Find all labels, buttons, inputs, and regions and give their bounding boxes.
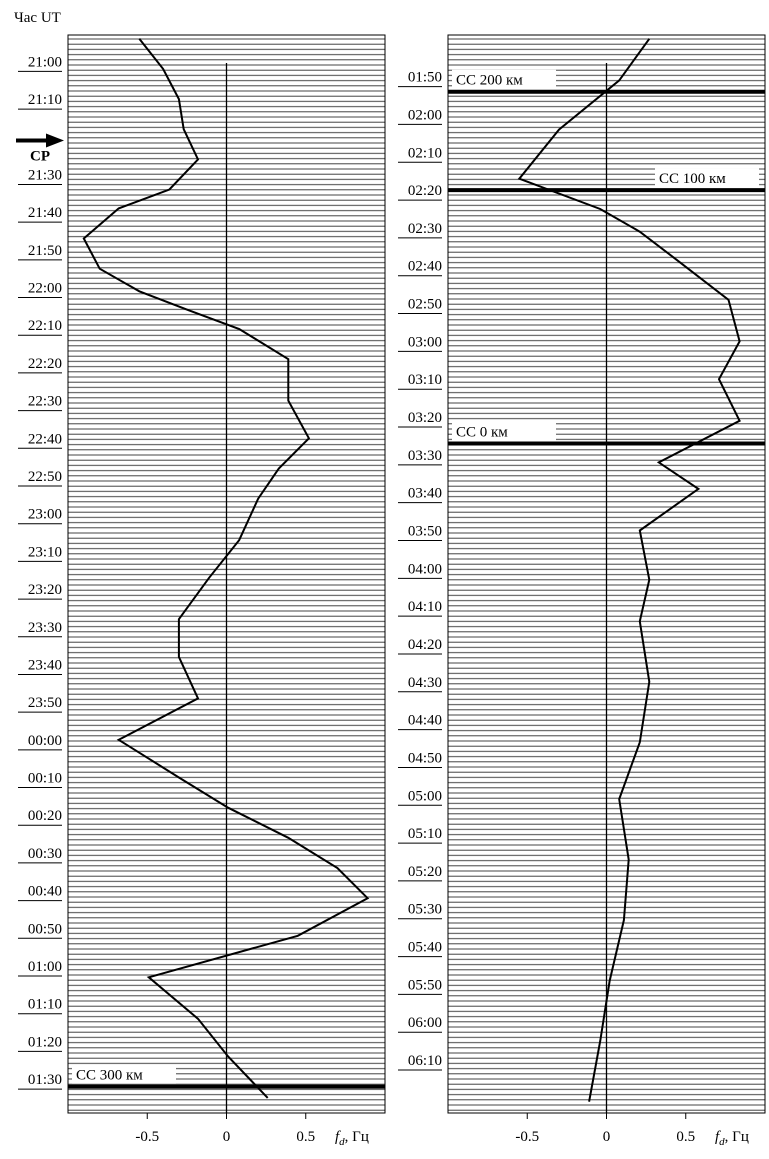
y-tick-label: 00:00: [28, 733, 62, 749]
arrow-label: CP: [30, 149, 50, 165]
y-tick-label: 05:00: [408, 788, 442, 804]
y-tick-label: 04:00: [408, 561, 442, 577]
y-tick-label: 06:10: [408, 1053, 442, 1069]
y-tick-label: 01:10: [28, 997, 62, 1013]
y-tick-label: 23:20: [28, 582, 62, 598]
x-axis-label: fd, Гц: [715, 1129, 749, 1148]
y-tick-label: 05:30: [408, 902, 442, 918]
marker-label: CC 300 км: [76, 1068, 143, 1084]
y-tick-label: 00:10: [28, 771, 62, 787]
marker-label: CC 200 км: [456, 73, 523, 89]
y-tick-label: 04:50: [408, 750, 442, 766]
marker-label: CC 0 км: [456, 425, 508, 441]
doppler-peak-trace: [82, 38, 370, 1099]
y-tick-label: 23:50: [28, 695, 62, 711]
x-tick-label: 0.5: [676, 1129, 695, 1145]
y-tick-label: 22:00: [28, 281, 62, 297]
y-tick-label: 05:20: [408, 864, 442, 880]
y-tick-label: 23:40: [28, 657, 62, 673]
y-tick-label: 00:20: [28, 808, 62, 824]
y-tick-label: 02:50: [408, 297, 442, 313]
x-axis-label: fd, Гц: [335, 1129, 369, 1148]
y-tick-label: 21:30: [28, 167, 62, 183]
y-tick-label: 03:00: [408, 334, 442, 350]
marker-label-box: [452, 69, 556, 89]
y-tick-label: 04:30: [408, 675, 442, 691]
y-tick-label: 22:10: [28, 318, 62, 334]
y-tick-label: 05:40: [408, 940, 442, 956]
y-tick-label: 21:10: [28, 92, 62, 108]
y-tick-label: 04:40: [408, 713, 442, 729]
y-tick-label: 01:20: [28, 1034, 62, 1050]
y-tick-label: 01:50: [408, 70, 442, 86]
y-tick-label: 04:10: [408, 599, 442, 615]
y-tick-label: 22:50: [28, 469, 62, 485]
y-tick-label: 00:30: [28, 846, 62, 862]
y-tick-label: 03:40: [408, 486, 442, 502]
y-tick-label: 22:40: [28, 431, 62, 447]
y-tick-label: 03:20: [408, 410, 442, 426]
y-tick-label: 23:30: [28, 620, 62, 636]
y-tick-label: 02:20: [408, 183, 442, 199]
x-tick-label: 0: [603, 1129, 611, 1145]
y-tick-label: 23:10: [28, 544, 62, 560]
y-tick-label: 05:50: [408, 977, 442, 993]
y-tick-label: 00:50: [28, 921, 62, 937]
y-tick-label: 03:10: [408, 372, 442, 388]
y-tick-label: 04:20: [408, 637, 442, 653]
y-tick-label: 22:20: [28, 356, 62, 372]
y-tick-label: 03:30: [408, 448, 442, 464]
y-tick-label: 02:30: [408, 221, 442, 237]
x-label-unit: , Гц: [345, 1129, 369, 1145]
y-tick-label: 00:40: [28, 884, 62, 900]
y-tick-label: 21:40: [28, 205, 62, 221]
y-tick-label: 22:30: [28, 394, 62, 410]
y-tick-label: 01:30: [28, 1072, 62, 1088]
y-tick-label: 21:00: [28, 54, 62, 70]
arrow-head: [46, 133, 64, 148]
x-label-symbol: f: [335, 1129, 341, 1145]
x-label-sub: d: [339, 1136, 345, 1148]
y-tick-label: 02:10: [408, 145, 442, 161]
y-tick-label: 01:00: [28, 959, 62, 975]
x-label-symbol: f: [715, 1129, 721, 1145]
x-tick-label: 0: [223, 1129, 231, 1145]
y-tick-label: 02:00: [408, 107, 442, 123]
y-tick-label: 02:40: [408, 259, 442, 275]
y-tick-label: 21:50: [28, 243, 62, 259]
x-label-sub: d: [719, 1136, 725, 1148]
marker-label-box: [72, 1064, 176, 1084]
doppler-peak-trace: [517, 38, 741, 1102]
y-tick-label: 06:00: [408, 1015, 442, 1031]
x-label-unit: , Гц: [725, 1129, 749, 1145]
y-axis-label: Час UT: [14, 10, 61, 26]
x-tick-label: 0.5: [296, 1129, 315, 1145]
x-tick-label: -0.5: [515, 1129, 539, 1145]
marker-label-box: [452, 421, 556, 441]
x-tick-label: -0.5: [135, 1129, 159, 1145]
y-tick-label: 23:00: [28, 507, 62, 523]
marker-label-box: [655, 168, 759, 188]
y-tick-label: 03:50: [408, 524, 442, 540]
y-tick-label: 05:10: [408, 826, 442, 842]
marker-label: CC 100 км: [659, 171, 726, 187]
